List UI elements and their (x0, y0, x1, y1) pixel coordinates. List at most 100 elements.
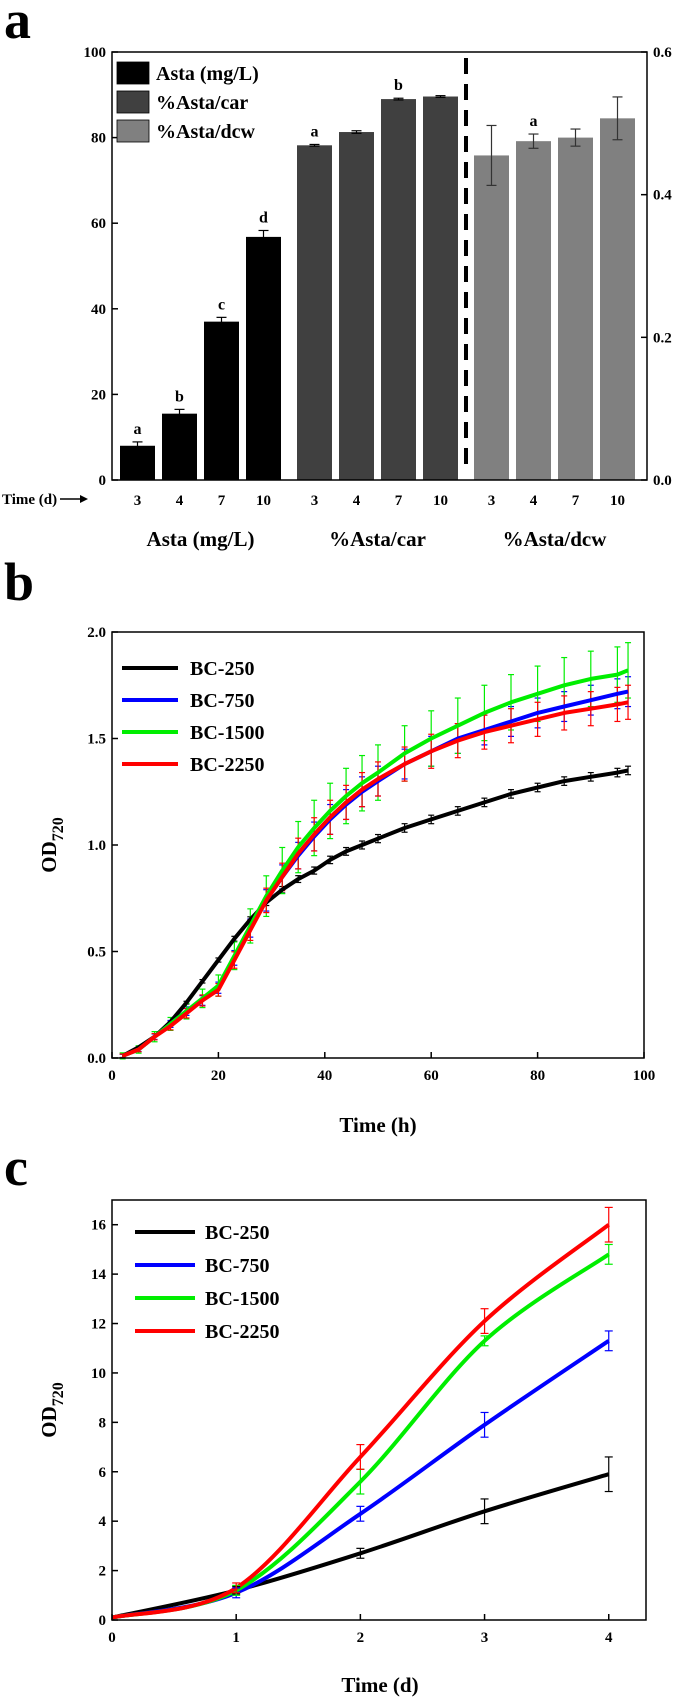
panel-c-y-axis-title-main: OD (37, 1406, 61, 1438)
x-tick-label: 2 (357, 1630, 365, 1646)
time-arrow-icon (80, 495, 88, 503)
significance-letter: a (134, 421, 142, 438)
legend-label: %Asta/dcw (156, 121, 255, 143)
panel-b-y-axis-title-sub: 720 (50, 817, 67, 841)
bar (558, 137, 593, 480)
x-tick-label: 100 (633, 1068, 656, 1084)
y-tick-label: 10 (91, 1366, 106, 1382)
panel-c-plot-frame (111, 1199, 647, 1621)
panel-b-y-axis-title: OD720 (37, 817, 67, 873)
panel-c-x-axis-title: Time (d) (341, 1673, 418, 1697)
y-tick-label: 16 (91, 1218, 107, 1234)
x-tick-label: 20 (211, 1068, 226, 1084)
x-tick-label: 40 (317, 1068, 332, 1084)
bar (162, 413, 197, 480)
bar (120, 445, 155, 480)
series-line (121, 768, 629, 1058)
y-tick-label: 1.0 (87, 838, 106, 854)
y-tick-label: 0.0 (87, 1051, 106, 1067)
x-tick-label: 10 (433, 493, 448, 509)
right-y-tick-label: 0.2 (653, 330, 672, 346)
bar (246, 236, 281, 480)
y-tick-label: 6 (99, 1465, 107, 1481)
x-tick-label: 10 (256, 493, 271, 509)
y-tick-label: 4 (99, 1514, 107, 1530)
x-tick-label: 1 (232, 1630, 240, 1646)
significance-letter: d (259, 209, 268, 226)
group-label: Asta (mg/L) (147, 527, 255, 551)
significance-letter: a (530, 113, 538, 130)
x-tick-label: 80 (530, 1068, 545, 1084)
x-tick-label: 4 (605, 1630, 613, 1646)
panel-a-plot-frame (111, 51, 648, 481)
bar (204, 321, 239, 480)
panel-a-label: a (4, 0, 31, 50)
significance-letter: b (394, 77, 403, 94)
x-tick-label: 0 (108, 1068, 116, 1084)
legend-label: BC-250 (205, 1222, 269, 1244)
legend-label: BC-1500 (205, 1288, 279, 1310)
legend-label: %Asta/car (156, 92, 248, 114)
significance-letter: b (175, 388, 184, 405)
x-tick-label: 4 (530, 493, 538, 509)
significance-letter: c (218, 296, 225, 313)
x-tick-label: 7 (572, 493, 580, 509)
bar (516, 141, 551, 480)
legend-label: BC-2250 (190, 754, 264, 776)
bar (297, 145, 332, 480)
panel-c-y-axis-title-sub: 720 (50, 1382, 67, 1406)
bar (474, 155, 509, 480)
significance-letter: a (311, 123, 319, 140)
x-tick-label: 60 (424, 1068, 439, 1084)
x-tick-label: 3 (311, 493, 319, 509)
y-tick-label: 2 (99, 1564, 107, 1580)
legend-label: Asta (mg/L) (156, 63, 259, 85)
x-tick-label: 10 (610, 493, 625, 509)
panel-b-label: b (4, 552, 34, 612)
x-tick-label: 7 (218, 493, 226, 509)
legend-label: BC-250 (190, 658, 254, 680)
right-y-tick-label: 0.0 (653, 473, 672, 489)
bar (423, 96, 458, 481)
y-tick-label: 14 (91, 1267, 107, 1283)
legend-swatch (116, 90, 150, 114)
time-axis-label: Time (d) (2, 492, 57, 508)
panel-b-x-axis-title: Time (h) (339, 1113, 416, 1137)
x-tick-label: 3 (481, 1630, 489, 1646)
panel-c-y-axis-title: OD720 (37, 1382, 67, 1438)
y-tick-label: 0.5 (87, 945, 106, 961)
legend-label: BC-1500 (190, 722, 264, 744)
y-tick-label: 12 (91, 1317, 106, 1333)
legend-swatch (116, 61, 150, 85)
y-tick-label: 8 (99, 1415, 107, 1431)
x-tick-label: 4 (176, 493, 184, 509)
group-label: %Asta/car (329, 527, 426, 551)
series-line (111, 1472, 610, 1620)
y-tick-label: 40 (91, 302, 106, 318)
panel-c-label: c (4, 1137, 28, 1197)
bar (600, 118, 635, 480)
y-tick-label: 100 (84, 45, 107, 61)
legend-label: BC-750 (205, 1255, 269, 1277)
y-tick-label: 80 (91, 131, 106, 147)
series-line (111, 1252, 610, 1620)
y-tick-label: 20 (91, 387, 106, 403)
legend-label: BC-2250 (205, 1321, 279, 1343)
bar (381, 99, 416, 480)
y-tick-label: 2.0 (87, 625, 106, 641)
right-y-tick-label: 0.6 (653, 45, 672, 61)
legend-swatch (116, 119, 150, 143)
x-tick-label: 4 (353, 493, 361, 509)
x-tick-label: 3 (134, 493, 142, 509)
y-tick-label: 0 (99, 473, 107, 489)
y-tick-label: 0 (99, 1613, 107, 1629)
y-tick-label: 60 (91, 216, 106, 232)
panel-b-line-chart: 0 20 40 60 80 100 0.0 0.5 1.0 1.5 2.0 BC-250 BC-75… (37, 625, 655, 1137)
bar (339, 132, 374, 480)
series-line (121, 700, 629, 1058)
legend-label: BC-750 (190, 690, 254, 712)
panel-a-bar-chart: a b c d a b a 0 20 40 60 80 100 0.0 0.2 0.4 0.6 3 4 7 10 3… (2, 45, 672, 551)
x-tick-label: 7 (395, 493, 403, 509)
